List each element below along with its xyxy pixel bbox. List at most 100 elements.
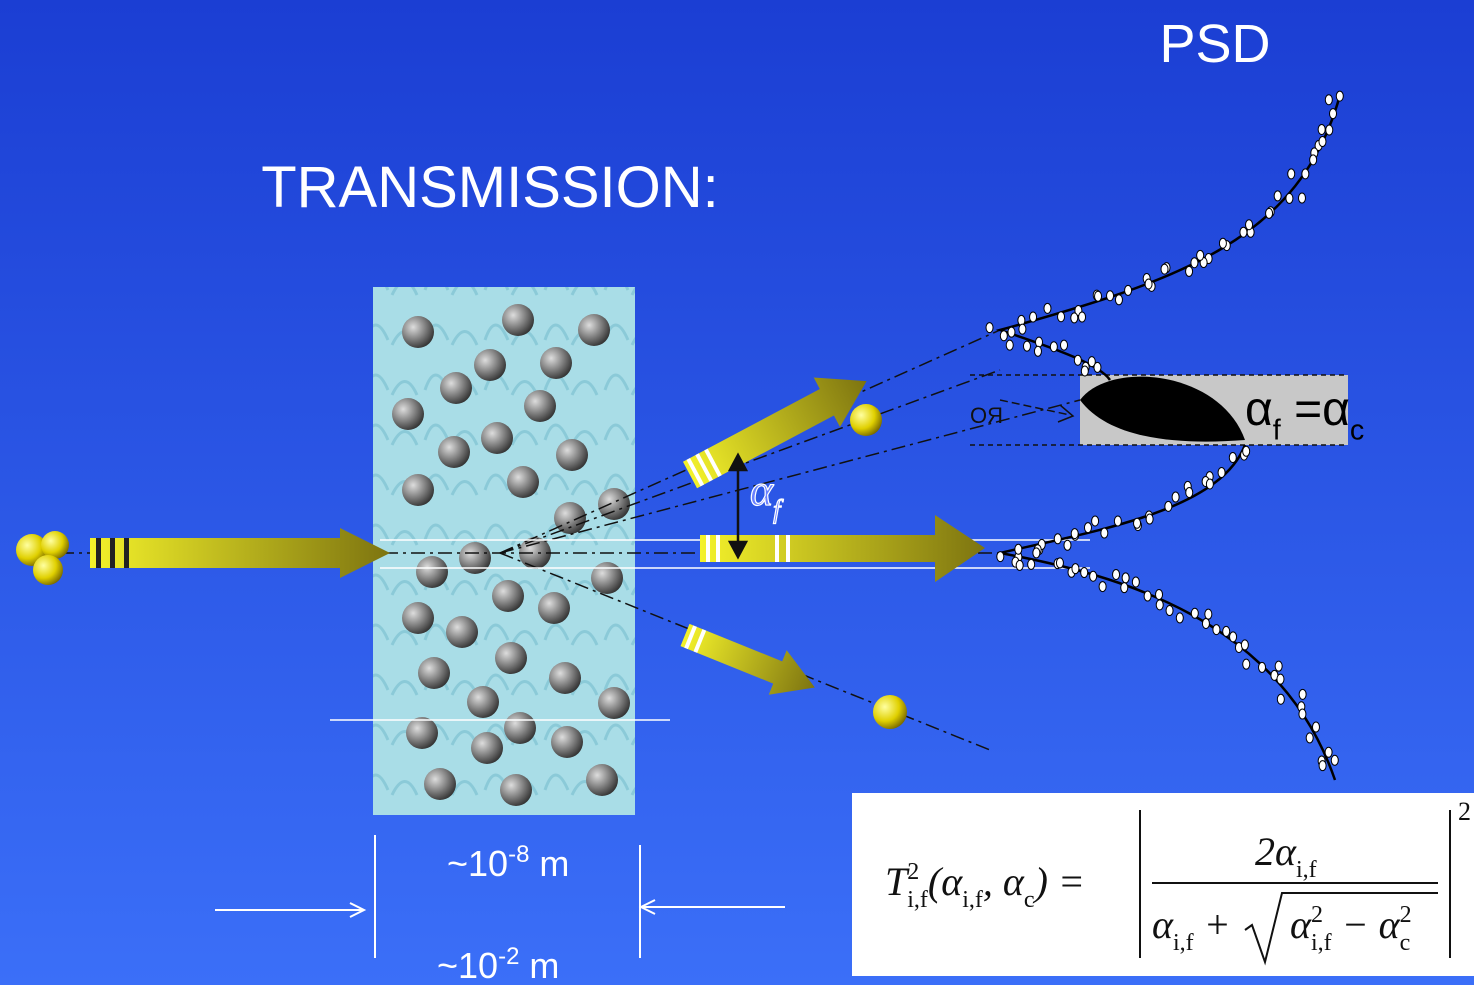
psd-point xyxy=(1205,609,1212,619)
superscript: 2 xyxy=(907,859,919,885)
symbol: =α xyxy=(1281,383,1350,436)
psd-point xyxy=(1006,340,1013,350)
psd-point xyxy=(1090,571,1097,581)
psd-point xyxy=(1008,327,1015,337)
symbol: 2α xyxy=(1255,829,1297,874)
psd-point xyxy=(1000,331,1007,341)
particle xyxy=(549,662,581,694)
psd-point xyxy=(1145,279,1152,289)
psd-point xyxy=(1299,689,1306,699)
particle xyxy=(591,562,623,594)
psd-point xyxy=(1186,487,1193,497)
psd-point xyxy=(1071,529,1078,539)
psd-point xyxy=(1095,291,1102,301)
particle xyxy=(402,602,434,634)
psd-point xyxy=(1243,659,1250,669)
psd-point xyxy=(1197,250,1204,260)
psd-point xyxy=(1121,583,1128,593)
psd-point xyxy=(1223,626,1230,636)
psd-point xyxy=(1318,124,1325,134)
psd-point xyxy=(1259,662,1266,672)
psd-point xyxy=(1061,340,1068,350)
psd-point xyxy=(1125,285,1132,295)
symbol: T xyxy=(885,859,910,904)
particle xyxy=(554,502,586,534)
scale-base: ~10 xyxy=(447,843,508,884)
psd-point xyxy=(1241,640,1248,650)
psd-point xyxy=(1286,193,1293,203)
psd-point xyxy=(1081,568,1088,578)
psd-point xyxy=(1114,516,1121,526)
psd-point xyxy=(1115,295,1122,305)
psd-point xyxy=(1336,91,1343,101)
particle xyxy=(418,657,450,689)
particle xyxy=(551,726,583,758)
psd-point xyxy=(1092,516,1099,526)
particle xyxy=(416,556,448,588)
particle xyxy=(556,439,588,471)
superscript: 2 xyxy=(1311,902,1323,928)
psd-point xyxy=(1084,523,1091,533)
symbol: ) = xyxy=(1033,859,1085,904)
psd-point xyxy=(1330,109,1337,119)
psd-point xyxy=(1312,722,1319,732)
psd-point xyxy=(1266,208,1273,218)
psd-point xyxy=(1319,761,1326,771)
psd-point xyxy=(1064,540,1071,550)
psd-point xyxy=(1016,560,1023,570)
psd-point xyxy=(1325,747,1332,757)
psd-point xyxy=(1113,569,1120,579)
mirrored-text: OЯ xyxy=(970,403,1003,428)
psd-point xyxy=(1166,606,1173,616)
scale-unit: m xyxy=(539,843,569,884)
particle xyxy=(538,592,570,624)
psd-point xyxy=(1331,755,1338,765)
psd-point xyxy=(1044,303,1051,313)
scale-exponent: -8 xyxy=(508,841,529,868)
psd-point xyxy=(1246,220,1253,230)
psd-point xyxy=(1202,618,1209,628)
scale-unit: m xyxy=(529,945,559,985)
particle xyxy=(402,474,434,506)
psd-point xyxy=(1277,674,1284,684)
psd-point xyxy=(1243,446,1250,456)
particle xyxy=(502,304,534,336)
psd-point xyxy=(1034,346,1041,356)
psd-point xyxy=(1298,193,1305,203)
psd-point xyxy=(1056,558,1063,568)
particle xyxy=(459,542,491,574)
symbol: , α xyxy=(983,859,1025,904)
formula-power: 2 xyxy=(1458,797,1471,826)
subscript: i,f xyxy=(962,887,983,913)
psd-point xyxy=(1015,544,1022,554)
psd-point xyxy=(1306,733,1313,743)
title: TRANSMISSION: xyxy=(261,155,719,220)
psd-point xyxy=(1071,313,1078,323)
psd-point xyxy=(1050,342,1057,352)
subscript: c xyxy=(1400,930,1411,956)
psd-point xyxy=(1191,258,1198,268)
symbol: − α xyxy=(1332,902,1401,947)
psd-point xyxy=(1122,573,1129,583)
psd-point xyxy=(1176,613,1183,623)
psd-point xyxy=(1310,155,1317,165)
psd-label: PSD xyxy=(1159,14,1270,74)
psd-point xyxy=(1033,548,1040,558)
psd-point xyxy=(1144,591,1151,601)
symbol: + xyxy=(1194,902,1231,947)
psd-point xyxy=(1146,514,1153,524)
psd-point xyxy=(1288,169,1295,179)
particle xyxy=(392,398,424,430)
particle xyxy=(467,686,499,718)
psd-point xyxy=(1206,479,1213,489)
psd-point xyxy=(1277,694,1284,704)
psd-point xyxy=(1319,137,1326,147)
particle xyxy=(504,712,536,744)
psd-point xyxy=(1161,264,1168,274)
particle xyxy=(438,436,470,468)
scale-exponent: -2 xyxy=(498,943,519,970)
particle xyxy=(440,372,472,404)
symbol: (α xyxy=(928,859,963,904)
psd-point xyxy=(1107,291,1114,301)
particle xyxy=(424,768,456,800)
